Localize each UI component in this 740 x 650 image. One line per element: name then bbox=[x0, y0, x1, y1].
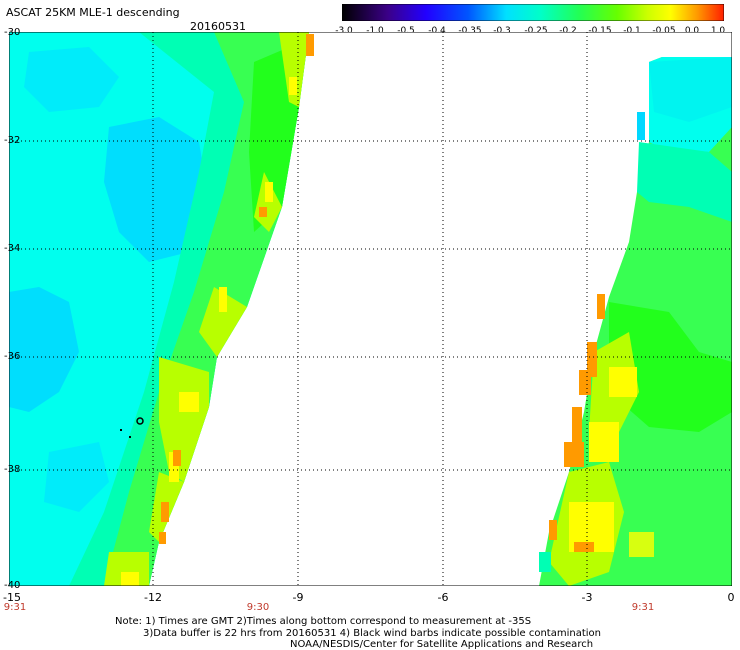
colorbar-label: -0.35 bbox=[458, 26, 482, 36]
map-plot bbox=[9, 32, 732, 586]
colorbar-label: 0.0 bbox=[684, 26, 700, 36]
lat-label: -38 bbox=[4, 464, 21, 475]
lon-label: -6 bbox=[437, 591, 449, 604]
map-title: ASCAT 25KM MLE-1 descending bbox=[6, 6, 180, 19]
left-swath bbox=[9, 32, 314, 586]
time-label: 9:30 bbox=[246, 602, 270, 613]
colorbar bbox=[342, 4, 724, 21]
note-line: 3)Data buffer is 22 hrs from 20160531 4)… bbox=[143, 628, 601, 639]
note-line: Note: 1) Times are GMT 2)Times along bot… bbox=[115, 616, 532, 627]
lon-label: -3 bbox=[581, 591, 593, 604]
colorbar-label: -0.15 bbox=[588, 26, 612, 36]
time-label: 9:31 bbox=[631, 602, 655, 613]
barb-mark bbox=[129, 436, 131, 438]
colorbar-label: 1.0 bbox=[710, 26, 726, 36]
colorbar-label: -0.3 bbox=[493, 26, 511, 36]
lon-label: -12 bbox=[144, 591, 162, 604]
lat-label: -40 bbox=[4, 580, 21, 591]
credit-line: NOAA/NESDIS/Center for Satellite Applica… bbox=[290, 639, 594, 650]
lat-label: -36 bbox=[4, 351, 21, 362]
colorbar-label: -0.05 bbox=[652, 26, 676, 36]
contamination-marker bbox=[136, 417, 144, 425]
colorbar-label: -0.5 bbox=[397, 26, 415, 36]
map-date: 20160531 bbox=[190, 20, 246, 33]
lat-label: -30 bbox=[4, 27, 21, 38]
colorbar-label: -0.25 bbox=[524, 26, 548, 36]
colorbar-label: -0.1 bbox=[623, 26, 641, 36]
colorbar-label: -1.0 bbox=[366, 26, 384, 36]
colorbar-label: -0.4 bbox=[428, 26, 446, 36]
barb-mark bbox=[120, 429, 122, 431]
lon-label: -9 bbox=[292, 591, 304, 604]
colorbar-labels: -3.0 -1.0 -0.5 -0.4 -0.35 -0.3 -0.25 -0.… bbox=[335, 26, 726, 38]
lon-label: -15 bbox=[3, 591, 21, 604]
colorbar-label: -0.2 bbox=[559, 26, 577, 36]
map-grid bbox=[9, 32, 732, 586]
lon-label: 0 bbox=[727, 591, 735, 604]
right-swath bbox=[539, 57, 732, 586]
time-label: 9:31 bbox=[3, 602, 27, 613]
lat-label: -32 bbox=[4, 135, 21, 146]
colorbar-label: -3.0 bbox=[335, 26, 353, 36]
lat-label: -34 bbox=[4, 243, 21, 254]
